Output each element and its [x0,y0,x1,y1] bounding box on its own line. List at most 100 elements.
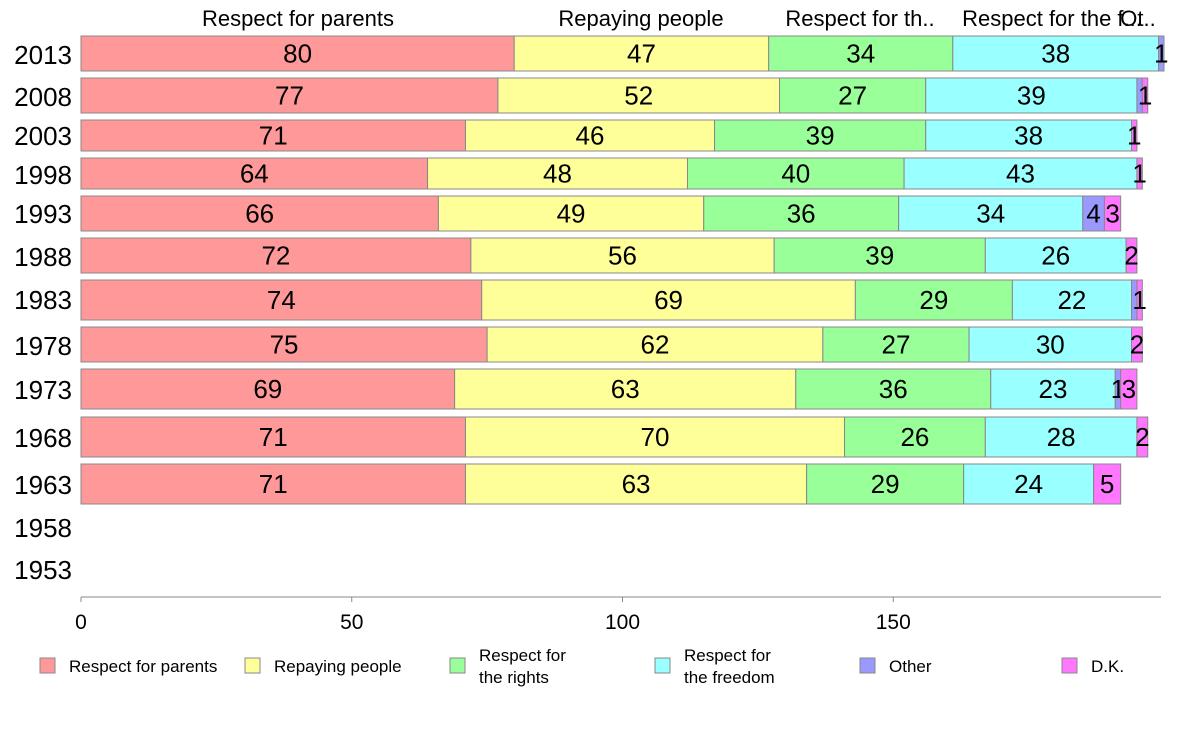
bar-value-label: 29 [871,469,900,499]
bar-value-label: 36 [787,199,816,229]
bar-segment [703,195,900,232]
bar-segment [1125,237,1138,274]
bar-value-label: 48 [543,159,572,189]
bar-value-label: 71 [259,469,288,499]
legend-swatch [39,657,56,674]
bar-segment [80,35,515,72]
bar-segment [1131,326,1143,363]
legend-label: Respect for [479,646,566,665]
bar-segment [795,368,992,410]
bar-segment [481,279,856,321]
bar-value-label: 1 [1154,39,1168,69]
bar-value-label: 4 [1086,199,1100,229]
bar-segment [806,463,965,505]
year-label-1993: 1993 [14,199,72,229]
bar-value-label: 70 [641,422,670,452]
bar-segment [80,326,488,363]
bar-segment [464,463,808,505]
bar-value-label: 72 [261,241,290,271]
bar-value-label: 29 [919,285,948,315]
legend-item-0: Respect for parents [39,657,217,676]
year-label-1998: 1998 [14,160,72,190]
bar-segment [1093,463,1122,505]
bar-value-label: 2 [1130,330,1144,360]
bar-row-1968: 71 70 26 28 2 [80,416,1150,458]
bar-segment [1158,35,1165,72]
bar-value-label: 46 [576,121,605,151]
bar-value-label: 43 [1006,159,1035,189]
bar-value-label: 36 [879,374,908,404]
bar-row-2013: 80 47 34 38 1 [80,35,1169,72]
bar-value-label: 39 [865,241,894,271]
bar-segment [80,195,439,232]
bar-value-label: 24 [1014,469,1043,499]
bar-segment [80,77,499,114]
bar-segment [497,77,781,114]
legend-item-4: Other [859,657,932,676]
bar-segment [464,416,846,458]
top-label-3: Respect for the f... [962,6,1142,31]
year-label-2013: 2013 [14,40,72,70]
bar-value-label: 40 [781,159,810,189]
legend-swatch [449,657,466,674]
legend-swatch [1061,657,1078,674]
year-label-1953: 1953 [14,555,72,585]
bar-segment [1136,416,1149,458]
legend-label: Respect for [684,646,771,665]
bar-segment [1120,368,1138,410]
year-label-2008: 2008 [14,82,72,112]
year-label-1968: 1968 [14,423,72,453]
bar-value-label: 66 [245,199,274,229]
bar-segment [80,119,466,152]
legend-label: Respect for parents [69,657,217,676]
bar-value-label: 80 [283,39,312,69]
bar-segment [822,326,970,363]
bar-value-label: 5 [1100,469,1114,499]
top-label-1: Repaying people [558,6,723,31]
bar-segment [686,157,905,190]
bar-value-label: 63 [611,374,640,404]
bar-value-label: 1 [1132,285,1146,315]
top-label-4: Ot.. [1120,6,1155,31]
bar-value-label: 75 [270,330,299,360]
bar-value-label: 63 [622,469,651,499]
bars-area: 80 47 34 38 177 52 27 39 171 46 39 38 164 48 40 43 166 49… [80,35,1169,505]
bar-segment [963,463,1095,505]
bar-value-label: 27 [838,81,867,111]
bar-row-1998: 64 48 40 43 1 [80,157,1147,190]
bar-segment [80,416,466,458]
legend-swatch [244,657,261,674]
bar-segment [990,368,1116,410]
bar-segment [470,237,775,274]
year-label-1963: 1963 [14,470,72,500]
bar-segment [984,237,1127,274]
bar-segment [427,157,688,190]
bar-value-label: 39 [806,121,835,151]
bar-value-label: 39 [1017,81,1046,111]
bar-value-label: 23 [1039,374,1068,404]
legend-label: D.K. [1091,657,1124,676]
legend-item-1: Repaying people [244,657,402,676]
bar-value-label: 77 [275,81,304,111]
bar-segment [779,77,927,114]
bar-value-label: 3 [1122,374,1136,404]
legend-swatch [654,657,671,674]
bar-segment [80,463,466,505]
bar-value-label: 56 [608,241,637,271]
bar-segment [898,195,1084,232]
bar-value-label: 64 [240,159,269,189]
bar-value-label: 2 [1124,241,1138,271]
bar-value-label: 38 [1014,121,1043,151]
bar-segment [437,195,705,232]
top-label-2: Respect for th.. [785,6,934,31]
bar-row-1978: 75 62 27 30 2 [80,326,1144,363]
legend-label: the rights [479,668,549,687]
bar-value-label: 38 [1041,39,1070,69]
bar-value-label: 34 [976,199,1005,229]
year-label-1978: 1978 [14,331,72,361]
legend-label: Repaying people [274,657,402,676]
legend-item-5: D.K. [1061,657,1124,676]
bar-row-2008: 77 52 27 39 1 [80,77,1152,114]
bar-value-label: 26 [1041,241,1070,271]
